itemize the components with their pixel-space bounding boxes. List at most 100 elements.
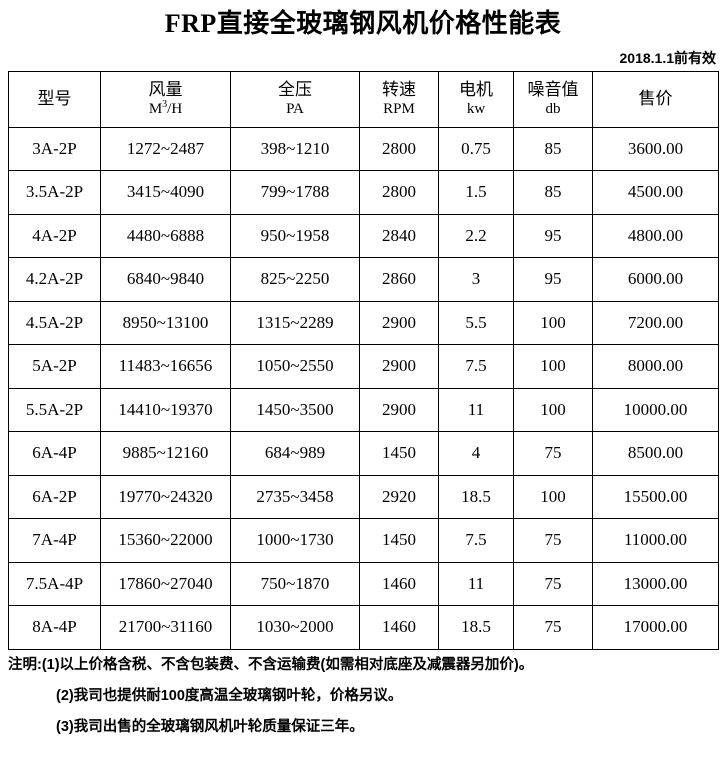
page-title: FRP直接全玻璃钢风机价格性能表 — [164, 9, 562, 38]
cell-noise: 100 — [513, 387, 593, 432]
table-row: 5A-2P 11483~16656 1050~2550 2900 7.5 100 8000.… — [8, 344, 719, 389]
cell-model: 3A-2P — [8, 126, 101, 171]
cell-pressure: 799~1788 — [230, 170, 360, 215]
cell-motor: 18.5 — [438, 474, 514, 519]
validity-row: 2018.1.1前有效 — [0, 48, 726, 68]
header-cell-model: 型号 — [8, 70, 101, 128]
header-pressure-main: 全压 — [278, 79, 312, 99]
header-airflow-unit: M3/H — [148, 99, 183, 118]
cell-noise: 75 — [513, 518, 593, 563]
cell-price: 15500.00 — [592, 474, 719, 519]
cell-pressure: 1050~2550 — [230, 344, 360, 389]
cell-noise: 100 — [513, 474, 593, 519]
header-motor-unit: kw — [466, 101, 486, 118]
cell-speed: 1460 — [359, 561, 439, 606]
cell-pressure: 825~2250 — [230, 257, 360, 302]
cell-pressure: 684~989 — [230, 431, 360, 476]
cell-model: 8A-4P — [8, 605, 101, 650]
header-price-main: 售价 — [638, 88, 673, 108]
cell-model: 6A-4P — [8, 431, 101, 476]
cell-pressure: 1000~1730 — [230, 518, 360, 563]
table-row: 8A-4P 21700~31160 1030~2000 1460 18.5 75 17000… — [8, 605, 719, 650]
cell-price: 17000.00 — [592, 605, 719, 650]
cell-price: 8500.00 — [592, 431, 719, 476]
cell-motor: 7.5 — [438, 518, 514, 563]
header-noise-main: 噪音值 — [527, 79, 579, 99]
table-row: 4.5A-2P 8950~13100 1315~2289 2900 5.5 100 7200… — [8, 300, 719, 345]
cell-airflow: 3415~4090 — [100, 170, 231, 215]
table-row: 3A-2P 1272~2487 398~1210 2800 0.75 85 3600.00 — [8, 126, 719, 171]
cell-motor: 11 — [438, 387, 514, 432]
note-item-1: 注明:(1)以上价格含税、不含包装费、不含运输费(如需相对底座及减震器另加价)。 — [8, 656, 534, 673]
cell-model: 4A-2P — [8, 213, 101, 258]
cell-noise: 100 — [513, 344, 593, 389]
notes-block: 注明:(1)以上价格含税、不含包装费、不含运输费(如需相对底座及减震器另加价)。… — [8, 654, 718, 739]
cell-airflow: 8950~13100 — [100, 300, 231, 345]
cell-motor: 3 — [438, 257, 514, 302]
cell-airflow: 6840~9840 — [100, 257, 231, 302]
table-row: 5.5A-2P 14410~19370 1450~3500 2900 11 100 1000… — [8, 387, 719, 432]
cell-price: 13000.00 — [592, 561, 719, 606]
table-row: 7.5A-4P 17860~27040 750~1870 1460 11 75 13000.… — [8, 561, 719, 606]
cell-model: 5.5A-2P — [8, 387, 101, 432]
cell-model: 4.2A-2P — [8, 257, 101, 302]
cell-pressure: 1450~3500 — [230, 387, 360, 432]
cell-speed: 2800 — [359, 126, 439, 171]
cell-motor: 1.5 — [438, 170, 514, 215]
cell-model: 4.5A-2P — [8, 300, 101, 345]
header-airflow-main: 风量 — [148, 79, 183, 99]
table-row: 4.2A-2P 6840~9840 825~2250 2860 3 95 6000.00 — [8, 257, 719, 302]
table-row: 6A-2P 19770~24320 2735~3458 2920 18.5 100 1550… — [8, 474, 719, 519]
cell-airflow: 15360~22000 — [100, 518, 231, 563]
cell-price: 6000.00 — [592, 257, 719, 302]
header-model-main: 型号 — [37, 88, 72, 108]
cell-motor: 4 — [438, 431, 514, 476]
header-pressure-unit: PA — [286, 101, 304, 118]
cell-pressure: 950~1958 — [230, 213, 360, 258]
cell-speed: 1450 — [359, 518, 439, 563]
table-body: 3A-2P 1272~2487 398~1210 2800 0.75 85 3600.00 3… — [8, 126, 719, 650]
header-cell-price: 售价 — [592, 70, 719, 128]
note-item-2: (2)我司也提供耐100度高温全玻璃钢叶轮，价格另议。 — [56, 687, 403, 704]
cell-airflow: 4480~6888 — [100, 213, 231, 258]
cell-pressure: 1030~2000 — [230, 605, 360, 650]
header-cell-pressure: 全压 PA — [230, 70, 360, 128]
cell-airflow: 21700~31160 — [100, 605, 231, 650]
cell-speed: 1460 — [359, 605, 439, 650]
table-row: 7A-4P 15360~22000 1000~1730 1450 7.5 75 11000.… — [8, 518, 719, 563]
cell-speed: 2900 — [359, 344, 439, 389]
header-speed-unit: RPM — [383, 101, 415, 118]
cell-airflow: 14410~19370 — [100, 387, 231, 432]
cell-motor: 5.5 — [438, 300, 514, 345]
cell-price: 3600.00 — [592, 126, 719, 171]
cell-noise: 75 — [513, 561, 593, 606]
cell-noise: 85 — [513, 126, 593, 171]
fan-price-table: 型号 风量 M3/H 全压 PA 转速 RPM 电机 kw — [8, 70, 719, 650]
table-row: 3.5A-2P 3415~4090 799~1788 2800 1.5 85 4500.00 — [8, 170, 719, 215]
header-cell-speed: 转速 RPM — [359, 70, 439, 128]
cell-airflow: 19770~24320 — [100, 474, 231, 519]
cell-motor: 2.2 — [438, 213, 514, 258]
cell-model: 5A-2P — [8, 344, 101, 389]
cell-noise: 85 — [513, 170, 593, 215]
cell-model: 7A-4P — [8, 518, 101, 563]
cell-model: 3.5A-2P — [8, 170, 101, 215]
validity-note: 2018.1.1前有效 — [619, 49, 717, 66]
header-cell-airflow: 风量 M3/H — [100, 70, 231, 128]
cell-model: 7.5A-4P — [8, 561, 101, 606]
cell-airflow: 1272~2487 — [100, 126, 231, 171]
cell-speed: 2860 — [359, 257, 439, 302]
cell-motor: 7.5 — [438, 344, 514, 389]
cell-model: 6A-2P — [8, 474, 101, 519]
cell-price: 10000.00 — [592, 387, 719, 432]
header-motor-main: 电机 — [459, 79, 493, 99]
cell-price: 7200.00 — [592, 300, 719, 345]
cell-pressure: 398~1210 — [230, 126, 360, 171]
cell-pressure: 750~1870 — [230, 561, 360, 606]
header-cell-noise: 噪音值 db — [513, 70, 593, 128]
cell-motor: 0.75 — [438, 126, 514, 171]
header-cell-motor: 电机 kw — [438, 70, 514, 128]
header-noise-unit: db — [545, 101, 561, 118]
cell-price: 11000.00 — [592, 518, 719, 563]
